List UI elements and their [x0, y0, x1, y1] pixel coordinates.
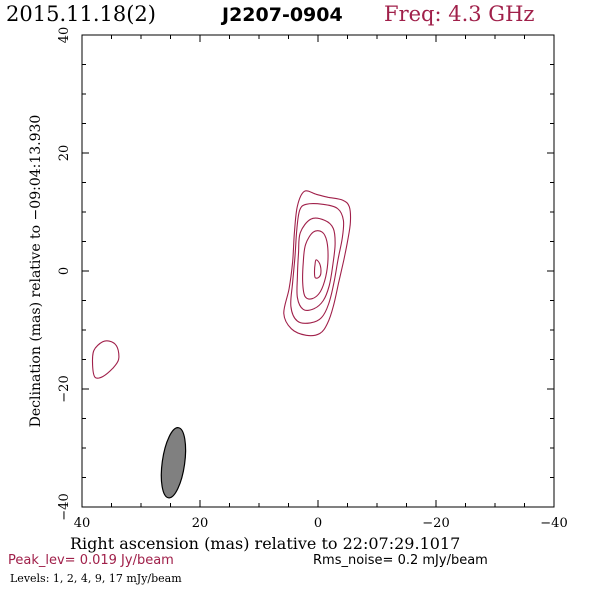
frequency-label: Freq: 4.3 GHz [384, 2, 535, 26]
contour-level-9 [302, 230, 329, 300]
contour-lines [91, 190, 352, 379]
beam-ellipse [160, 427, 187, 499]
observation-date: 2015.11.18(2) [6, 2, 156, 26]
y-tick-label: −40 [57, 493, 72, 520]
contour-level-1 [91, 340, 120, 379]
plot-frame [81, 34, 555, 508]
y-tick-label: 0 [57, 267, 72, 275]
x-tick-label: 20 [192, 516, 209, 531]
x-tick-label: −40 [540, 516, 567, 531]
x-tick-label: 40 [74, 516, 91, 531]
y-tick-label: 40 [57, 27, 72, 44]
y-axis-label: Declination (mas) relative to −09:04:13.… [28, 115, 44, 428]
contour-level-4 [296, 217, 336, 311]
source-name: J2207-0904 [222, 4, 343, 26]
x-axis-label: Right ascension (mas) relative to 22:07:… [70, 534, 460, 553]
y-tick-labels: −40 −20 0 20 40 [57, 27, 72, 521]
x-tick-label: −20 [422, 516, 449, 531]
peak-level: Peak_lev= 0.019 Jy/beam [8, 553, 174, 568]
axis-ticks [81, 34, 555, 508]
y-tick-label: 20 [57, 145, 72, 162]
contour-level-2 [290, 203, 345, 324]
contour-level-1 [283, 190, 352, 337]
y-tick-label: −20 [57, 375, 72, 402]
x-tick-labels: 40 20 0 −20 −40 [74, 516, 568, 531]
x-tick-label: 0 [314, 516, 322, 531]
rms-noise: Rms_noise= 0.2 mJy/beam [313, 553, 488, 568]
contour-levels: Levels: 1, 2, 4, 9, 17 mJy/beam [10, 572, 182, 585]
contour-level-17 [313, 259, 322, 279]
